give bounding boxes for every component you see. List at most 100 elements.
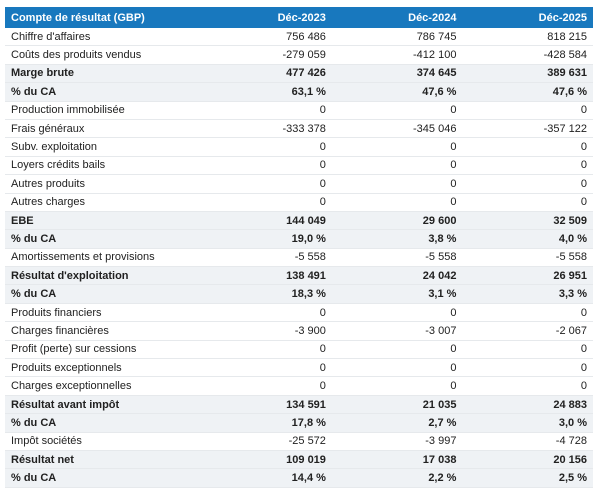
cell-dec-2024: 0 [331,376,463,396]
cell-dec-2023: 0 [201,303,332,323]
cell-dec-2025: 389 631 [462,64,593,84]
table-row: Production immobilisée 0 0 0 [5,101,593,120]
cell-dec-2024: -345 046 [331,119,463,139]
cell-dec-2024: 0 [331,340,463,360]
row-label: Résultat net [5,450,202,470]
table-header: Compte de résultat (GBP) Déc-2023 Déc-20… [5,7,593,28]
cell-dec-2023: 14,4 % [201,468,332,488]
table-row: % du CA 17,8 % 2,7 % 3,0 % [5,413,593,433]
table-row: Impôt sociétés -25 572 -3 997 -4 728 [5,432,593,451]
table-row: Profit (perte) sur cessions 0 0 0 [5,340,593,360]
cell-dec-2024: 0 [331,101,463,120]
table-row: Subv. exploitation 0 0 0 [5,137,593,157]
table-header-row: Compte de résultat (GBP) Déc-2023 Déc-20… [5,7,593,28]
table-row: Produits financiers 0 0 0 [5,303,593,323]
cell-dec-2025: -2 067 [462,321,593,341]
cell-dec-2025: 818 215 [462,28,593,47]
cell-dec-2025: 0 [462,358,593,378]
cell-dec-2025: 24 883 [462,395,593,415]
cell-dec-2024: 374 645 [331,64,463,84]
cell-dec-2023: 0 [201,137,332,157]
cell-dec-2025: 0 [462,193,593,212]
cell-dec-2023: -279 059 [201,45,332,65]
cell-dec-2023: 756 486 [201,28,332,47]
cell-dec-2024: -5 558 [331,248,463,268]
table-row: Marge brute 477 426 374 645 389 631 [5,64,593,84]
row-label: % du CA [5,229,202,249]
table-row: Charges exceptionnelles 0 0 0 [5,376,593,396]
table-body: Chiffre d'affaires 756 486 786 745 818 2… [5,28,593,488]
row-label: % du CA [5,284,202,304]
row-label: Production immobilisée [5,101,202,120]
cell-dec-2024: 0 [331,193,463,212]
income-statement-table: Compte de résultat (GBP) Déc-2023 Déc-20… [5,7,593,488]
cell-dec-2023: -3 900 [201,321,332,341]
cell-dec-2024: -3 007 [331,321,463,341]
cell-dec-2025: 3,0 % [462,413,593,433]
cell-dec-2024: -3 997 [331,432,463,451]
cell-dec-2023: 0 [201,376,332,396]
table-row: Autres charges 0 0 0 [5,193,593,212]
row-label: Marge brute [5,64,202,84]
cell-dec-2023: 109 019 [201,450,332,470]
cell-dec-2025: -5 558 [462,248,593,268]
table-row: Résultat net 109 019 17 038 20 156 [5,450,593,470]
table-row: Produits exceptionnels 0 0 0 [5,358,593,378]
cell-dec-2024: 0 [331,137,463,157]
cell-dec-2025: 4,0 % [462,229,593,249]
cell-dec-2024: 2,2 % [331,468,463,488]
row-label: Résultat avant impôt [5,395,202,415]
cell-dec-2024: 17 038 [331,450,463,470]
cell-dec-2024: 0 [331,174,463,194]
table-row: Amortissements et provisions -5 558 -5 5… [5,248,593,268]
cell-dec-2023: -5 558 [201,248,332,268]
cell-dec-2023: 144 049 [201,211,332,231]
cell-dec-2025: 2,5 % [462,468,593,488]
cell-dec-2023: 18,3 % [201,284,332,304]
row-label: EBE [5,211,202,231]
cell-dec-2025: -4 728 [462,432,593,451]
table-row: % du CA 63,1 % 47,6 % 47,6 % [5,82,593,102]
cell-dec-2023: -333 378 [201,119,332,139]
cell-dec-2025: 0 [462,156,593,176]
cell-dec-2023: 138 491 [201,266,332,286]
cell-dec-2023: -25 572 [201,432,332,451]
row-label: Autres charges [5,193,202,212]
cell-dec-2024: 3,1 % [331,284,463,304]
table-row: Coûts des produits vendus -279 059 -412 … [5,45,593,65]
header-cell-dec-2023: Déc-2023 [201,7,332,28]
table-row: Loyers crédits bails 0 0 0 [5,156,593,176]
row-label: Coûts des produits vendus [5,45,202,65]
cell-dec-2023: 0 [201,174,332,194]
row-label: Produits financiers [5,303,202,323]
table-row: Charges financières -3 900 -3 007 -2 067 [5,321,593,341]
cell-dec-2024: 0 [331,358,463,378]
cell-dec-2023: 0 [201,193,332,212]
cell-dec-2023: 134 591 [201,395,332,415]
cell-dec-2023: 19,0 % [201,229,332,249]
cell-dec-2025: -428 584 [462,45,593,65]
cell-dec-2024: 0 [331,303,463,323]
cell-dec-2023: 477 426 [201,64,332,84]
cell-dec-2024: 47,6 % [331,82,463,102]
cell-dec-2025: 20 156 [462,450,593,470]
cell-dec-2024: 2,7 % [331,413,463,433]
cell-dec-2023: 0 [201,340,332,360]
table-row: % du CA 18,3 % 3,1 % 3,3 % [5,284,593,304]
row-label: Frais généraux [5,119,202,139]
cell-dec-2025: 0 [462,340,593,360]
cell-dec-2025: 0 [462,376,593,396]
row-label: % du CA [5,82,202,102]
cell-dec-2025: 0 [462,174,593,194]
row-label: Loyers crédits bails [5,156,202,176]
row-label: Résultat d'exploitation [5,266,202,286]
cell-dec-2023: 0 [201,156,332,176]
row-label: Amortissements et provisions [5,248,202,268]
cell-dec-2024: 786 745 [331,28,463,47]
row-label: Produits exceptionnels [5,358,202,378]
cell-dec-2024: 24 042 [331,266,463,286]
row-label: Subv. exploitation [5,137,202,157]
row-label: Profit (perte) sur cessions [5,340,202,360]
row-label: % du CA [5,413,202,433]
cell-dec-2023: 0 [201,358,332,378]
